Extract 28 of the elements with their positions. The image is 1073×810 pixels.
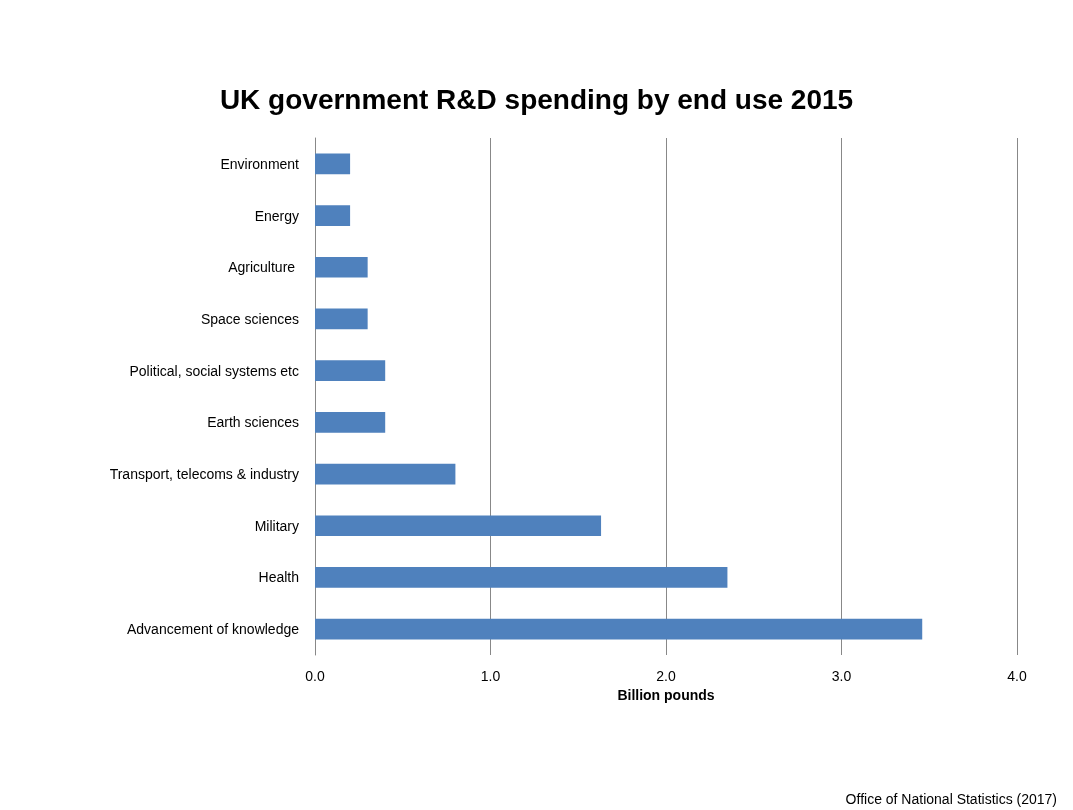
y-tick-label: Energy [254,207,299,224]
x-tick-label: 1.0 [480,668,501,684]
y-tick-label: Space sciences [200,310,299,327]
y-tick-label: Environment [220,155,300,172]
y-tick-label: Agriculture [228,259,299,276]
y-tick-label: Political, social systems etc [129,362,299,379]
bar [315,412,386,433]
y-tick-label: Earth sciences [207,414,299,431]
chart-title: UK government R&D spending by end use 2015 [219,83,854,115]
bar [315,205,351,226]
x-tick-label: 0.0 [305,668,325,684]
y-tick-label: Advancement of knowledge [127,621,300,638]
text: Office of National Statistics (2017) [845,791,1058,807]
bar [315,256,368,278]
x-tick-label: 4.0 [1007,668,1027,684]
x-tick-label: 2.0 [656,668,676,684]
bar [315,360,386,381]
y-tick-label: Military [254,517,299,534]
bar [315,153,351,175]
x-tick-label: 3.0 [831,668,852,684]
y-tick-label: Transport, telecoms & industry [109,466,299,483]
bar [315,308,368,330]
bar [315,567,728,588]
x-axis-title: Billion pounds [617,686,715,703]
bar [315,515,602,537]
bar [315,618,923,640]
y-tick-label: Health [258,569,299,586]
bar [315,463,456,485]
